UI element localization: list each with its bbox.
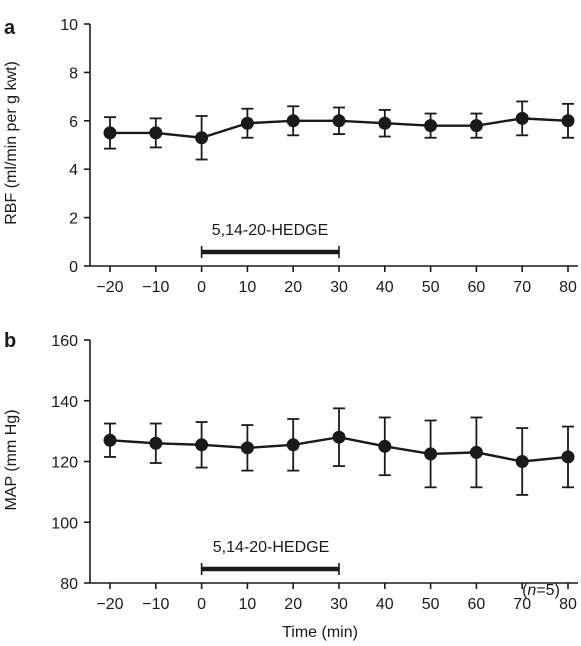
y-tick-label: 80	[60, 576, 78, 593]
marks	[103, 100, 575, 258]
x-tick-label: 80	[559, 596, 577, 613]
y-tick-label: 2	[69, 211, 78, 228]
x-tick-label: 10	[239, 596, 257, 613]
x-tick-label: 40	[376, 596, 394, 613]
x-tick-label: 50	[422, 279, 440, 296]
treatment-label: 5,14-20-HEDGE	[213, 539, 330, 556]
y-tick-label: 140	[51, 394, 78, 411]
panel-a: a RBF (ml/min per g kwt) 0 2 4 6 8 10 −20 −10 0 1…	[3, 17, 578, 296]
x-tick-label: −20	[96, 279, 123, 296]
x-tick-label: 70	[513, 279, 531, 296]
x-tick-label: 30	[330, 279, 348, 296]
data-point	[332, 430, 346, 444]
treatment-label: 5,14-20-HEDGE	[212, 222, 329, 239]
panel-letter: b	[4, 330, 16, 352]
data-point	[378, 439, 392, 453]
x-axis-title: Time (min)	[282, 624, 358, 641]
x-tick-label: 0	[197, 596, 206, 613]
y-tick-label: 160	[51, 333, 78, 350]
y-axis-title: RBF (ml/min per g kwt)	[3, 61, 20, 225]
x-tick-label: 30	[330, 596, 348, 613]
x-tick-label: 10	[239, 279, 257, 296]
x-tick-label: 80	[559, 279, 577, 296]
x-tick-label: −10	[142, 596, 169, 613]
y-tick-label: 4	[69, 162, 78, 179]
data-point	[149, 436, 163, 450]
data-point	[149, 126, 163, 140]
data-point	[561, 114, 575, 128]
sample-size-note: (n=5)	[522, 582, 560, 599]
data-point	[103, 126, 117, 140]
data-point	[561, 450, 575, 464]
y-tick-label: 10	[60, 17, 78, 34]
data-point	[378, 116, 392, 130]
data-point	[515, 111, 529, 125]
data-point	[240, 441, 254, 455]
marks	[103, 407, 575, 575]
data-point	[240, 116, 254, 130]
x-tick-label: 70	[513, 596, 531, 613]
data-point	[469, 445, 483, 459]
x-tick-label: 40	[376, 279, 394, 296]
data-point	[286, 114, 300, 128]
y-tick-label: 0	[69, 259, 78, 276]
sample-size-text: (n=5)	[522, 582, 560, 599]
y-tick-label: 120	[51, 455, 78, 472]
data-point	[195, 131, 209, 145]
x-tick-label: 50	[422, 596, 440, 613]
data-point	[515, 455, 529, 468]
data-point	[103, 433, 117, 447]
axes: 0 2 4 6 8 10 −20 −10 0 10 20 30 40 50 60 70 80	[60, 17, 578, 296]
x-tick-label: 60	[468, 279, 486, 296]
data-point	[286, 438, 300, 452]
panel-letter: a	[4, 17, 16, 39]
data-point	[469, 119, 483, 133]
data-point	[424, 119, 438, 133]
y-tick-label: 6	[69, 114, 78, 131]
panel-b: b MAP (mm Hg) 80 100 120 140 160 −20 −10 0 10 20 3…	[3, 330, 578, 641]
x-tick-label: 0	[197, 279, 206, 296]
y-axis-title: MAP (mm Hg)	[3, 409, 20, 510]
axes: 80 100 120 140 160 −20 −10 0 10 20 30 40 50 60 70 80	[51, 333, 578, 613]
x-tick-label: −10	[142, 279, 169, 296]
data-point	[195, 438, 209, 452]
y-tick-label: 8	[69, 65, 78, 82]
x-tick-label: 20	[284, 596, 302, 613]
x-tick-label: 60	[468, 596, 486, 613]
y-tick-label: 100	[51, 515, 78, 532]
data-point	[424, 447, 438, 461]
data-point	[332, 114, 346, 128]
x-tick-label: −20	[96, 596, 123, 613]
x-tick-label: 20	[284, 279, 302, 296]
